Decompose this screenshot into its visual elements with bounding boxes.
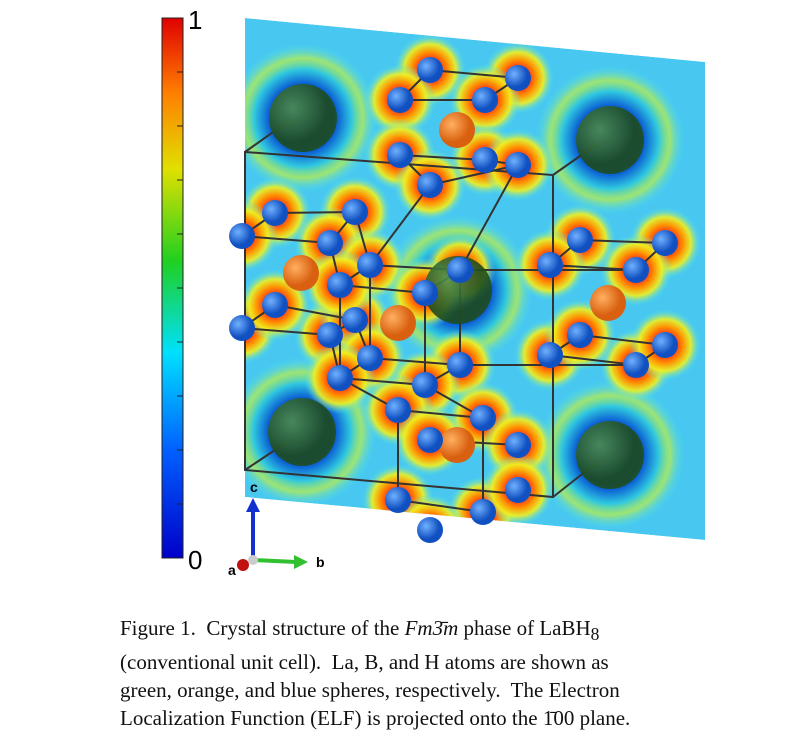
colorbar-max: 1 [188,5,202,35]
h-atom [417,172,443,198]
bond [339,284,426,294]
b-atom [380,305,416,341]
h-atom [505,65,531,91]
b-atom [590,285,626,321]
h-atom [652,332,678,358]
bond [429,69,519,79]
h-atom [623,257,649,283]
caption-text: Localization Function (ELF) is projected… [120,706,543,731]
h-atom [472,87,498,113]
h-atom [385,487,411,513]
h-atom [229,223,255,249]
subscript: 8 [590,624,600,645]
b-atom [439,112,475,148]
bond [339,377,426,386]
caption-text: green, orange, and blue spheres, respect… [120,678,620,703]
h-atom [387,142,413,168]
h-atom [417,57,443,83]
bond [274,304,356,321]
b-atom [439,427,475,463]
axis-label-a: a [228,562,236,578]
h-atom [317,322,343,348]
h-atom [385,397,411,423]
la-atom [576,106,644,174]
colorbar-ticks [177,71,183,505]
h-atom [317,230,343,256]
b-atom [283,255,319,291]
bond [274,211,356,214]
bond [369,357,461,366]
bond [579,239,666,244]
la-atom [268,398,336,466]
h-atom [357,345,383,371]
caption-line: Localization Function (ELF) is projected… [120,704,780,732]
caption-text: (conventional unit cell). La, B, and H a… [120,650,609,675]
figure: 1 0 c a b [161,5,705,578]
h-atom [412,372,438,398]
la-atom [576,421,644,489]
la-atom [424,256,492,324]
bond [369,184,431,266]
elf-region [245,200,278,272]
h-atom [229,315,255,341]
plane-index: 1̄00 [542,706,575,731]
h-atom [505,152,531,178]
h-atom [537,252,563,278]
bond [241,327,331,336]
caption-line: Figure 1. Crystal structure of the Fm3̄m… [120,614,780,648]
h-atom [412,280,438,306]
h-atom [537,342,563,368]
h-atom [505,477,531,503]
h-atom [567,227,593,253]
h-atom [472,147,498,173]
bond [241,235,331,244]
h-atom [567,322,593,348]
caption-line: green, orange, and blue spheres, respect… [120,676,780,704]
h-atom [447,352,473,378]
h-atom [342,199,368,225]
h-atom [470,405,496,431]
la-atom [269,84,337,152]
h-atom [470,499,496,525]
h-atom [387,87,413,113]
axis-label-c: c [250,479,258,495]
h-atom [652,230,678,256]
h-atom [327,272,353,298]
caption-line: (conventional unit cell). La, B, and H a… [120,648,780,676]
bond [397,499,484,513]
bond [399,154,486,161]
h-atom [417,427,443,453]
bond [579,334,666,346]
caption-text: phase of LaBH [458,616,591,640]
h-atom [357,252,383,278]
h-atom [262,200,288,226]
h-atom [262,292,288,318]
caption-text: plane. [574,706,631,731]
caption: Figure 1. Crystal structure of the Fm3̄m… [120,614,780,732]
bond [459,164,519,271]
space-group: Fm3̄m [404,616,459,640]
colorbar-min: 0 [188,545,202,575]
bond [549,354,637,366]
caption-text: Figure 1. Crystal structure of the [120,616,405,640]
axis-triad: c a b [228,479,325,578]
h-atom [327,365,353,391]
bond [429,164,519,186]
h-atom [447,257,473,283]
h-atom [623,352,649,378]
axis-label-b: b [316,554,325,570]
h-atom [417,517,443,543]
h-atom [505,432,531,458]
atoms [229,57,678,543]
h-atom [342,307,368,333]
bond [397,409,484,419]
